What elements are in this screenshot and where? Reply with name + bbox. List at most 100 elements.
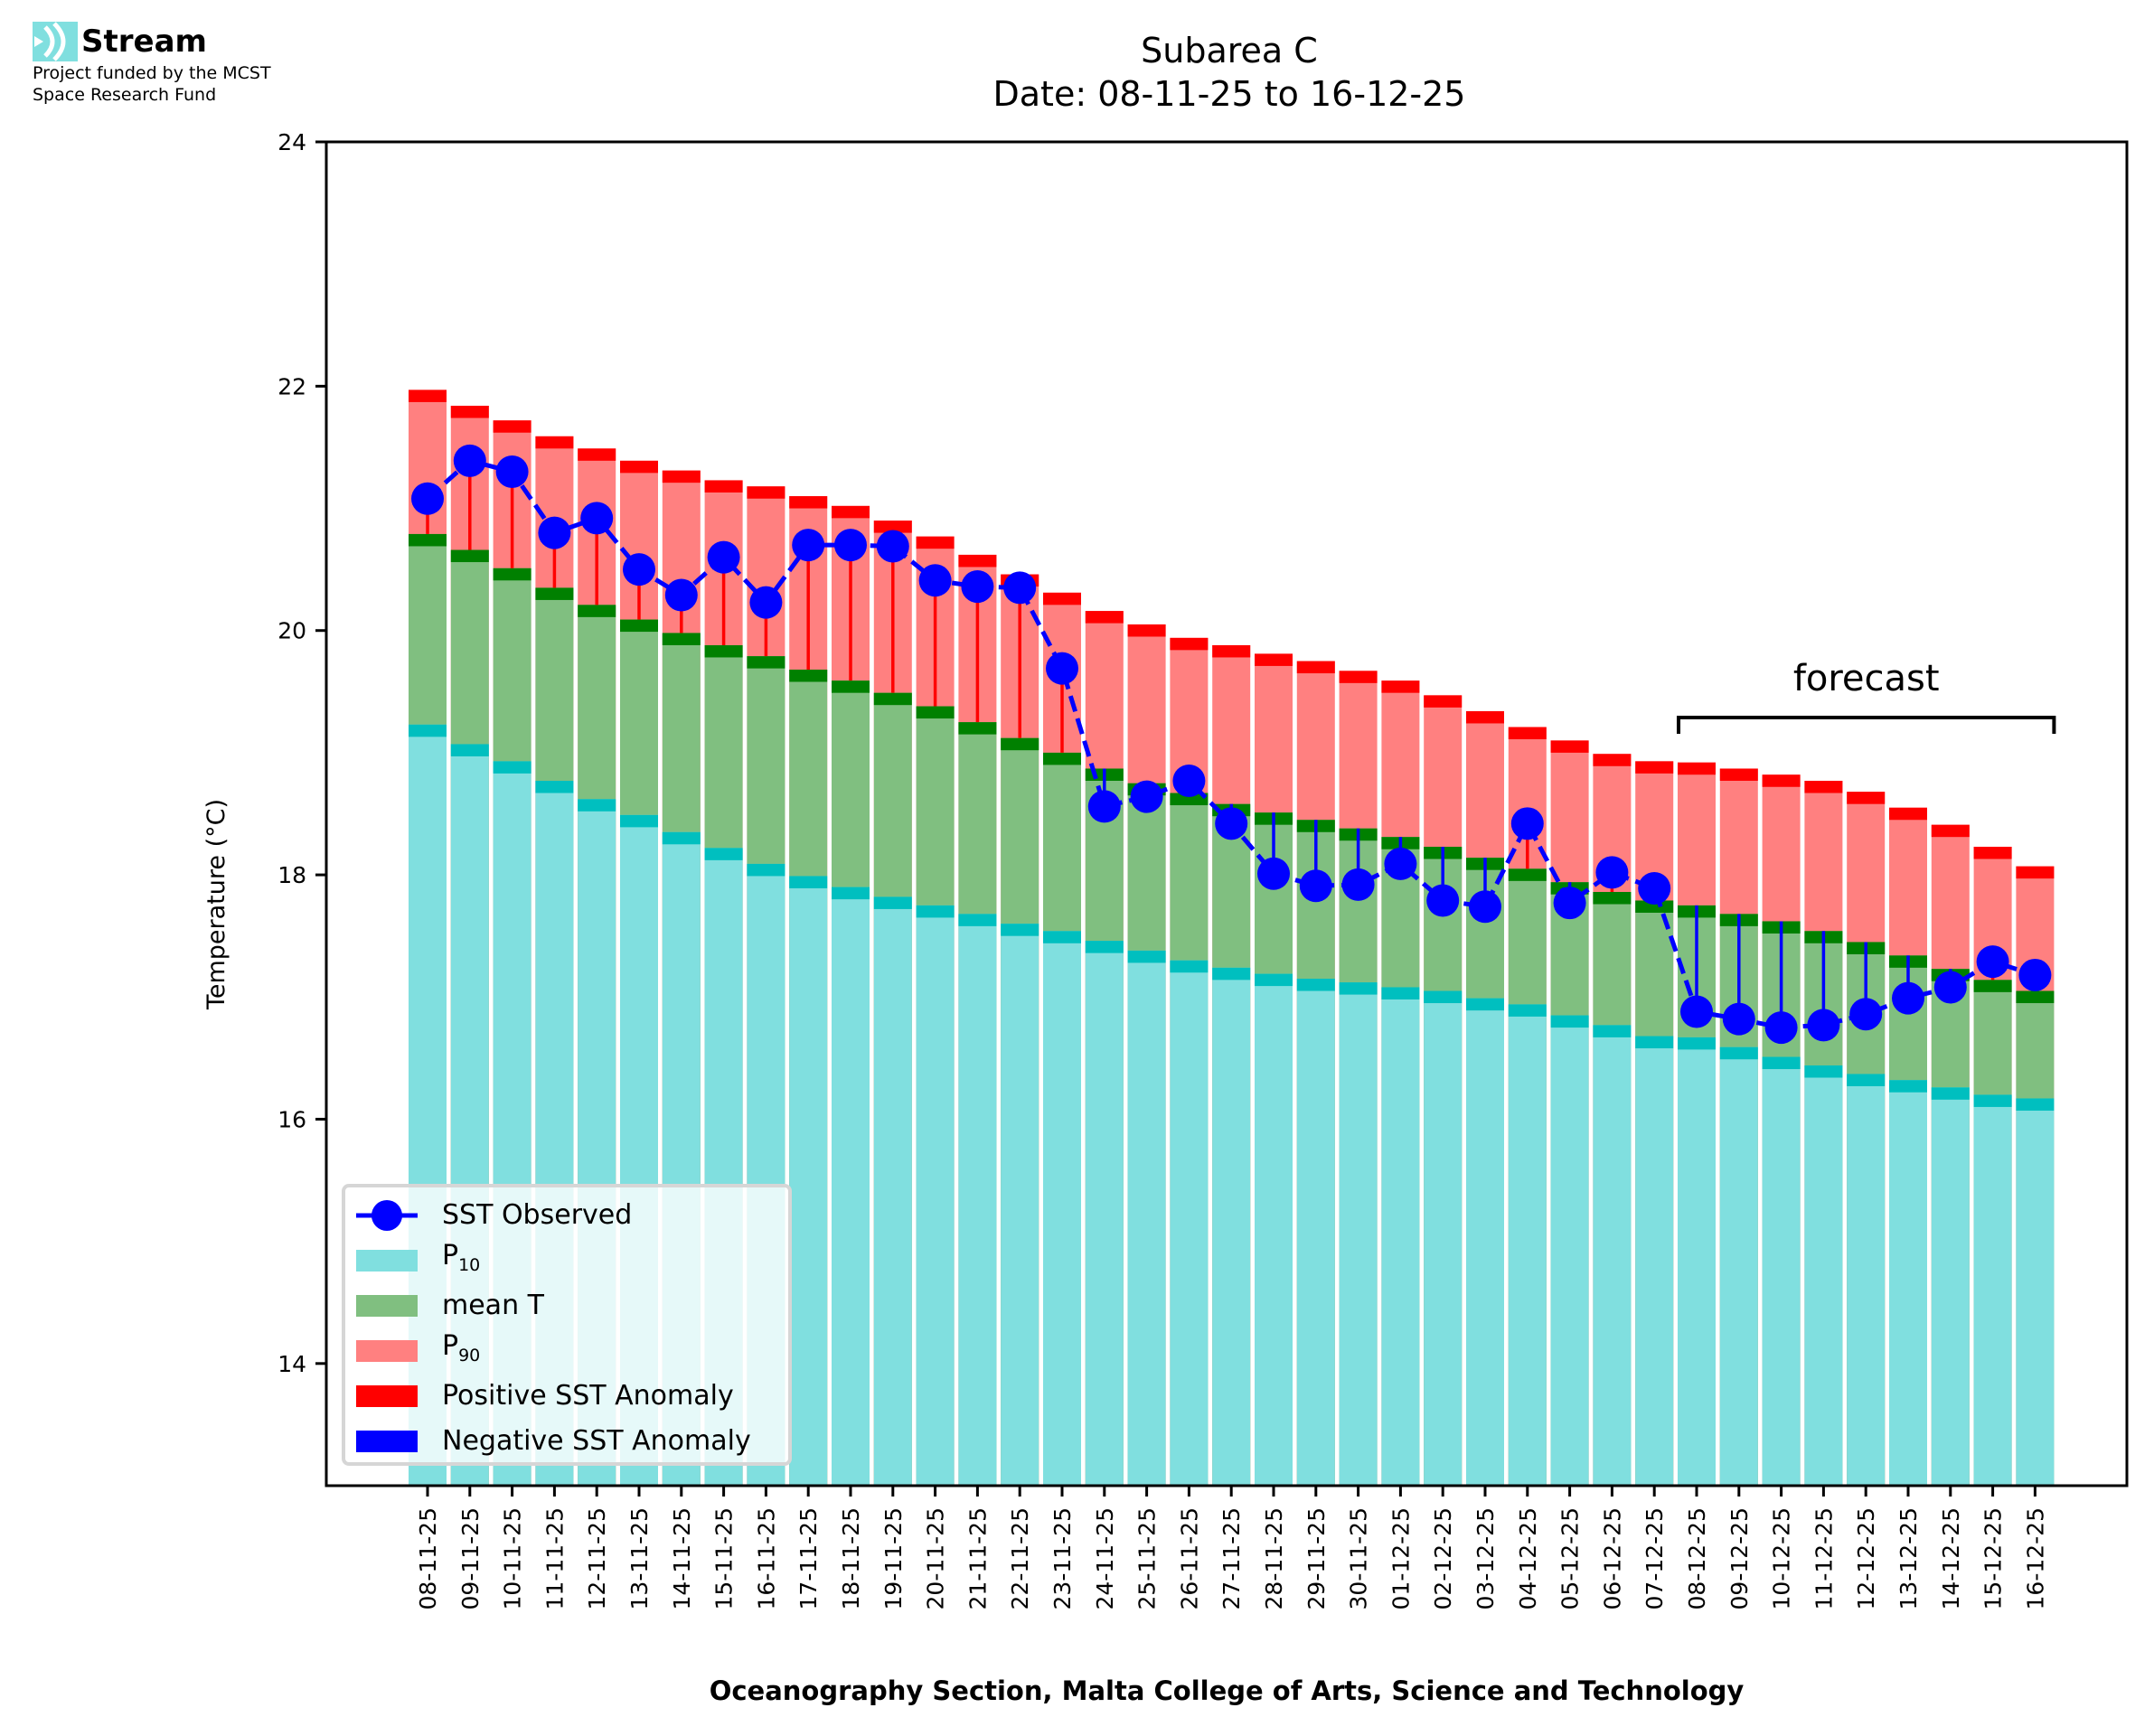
x-tick-label: 22-11-25 — [1007, 1507, 1033, 1609]
bar-cap-p90 — [1212, 644, 1251, 658]
bar-cap-p10 — [1508, 1004, 1547, 1017]
sst-point — [792, 529, 825, 562]
bar-cap-p10 — [1339, 982, 1378, 995]
y-tick-label: 22 — [277, 373, 306, 399]
sst-point — [1172, 765, 1206, 798]
bar-cap-p90 — [958, 554, 997, 568]
sst-point — [1722, 1002, 1755, 1036]
legend-label: Positive SST Anomaly — [442, 1380, 734, 1412]
bar-cap-p90 — [704, 480, 743, 493]
bar-cap-p10 — [1085, 941, 1124, 953]
forecast-bracket — [1677, 716, 2056, 734]
sst-point — [707, 540, 740, 574]
x-tick-label: 19-11-25 — [880, 1507, 907, 1609]
bar-p10 — [958, 914, 997, 1486]
bar-p10 — [873, 896, 912, 1486]
sst-point — [1046, 652, 1078, 685]
sst-point — [918, 564, 952, 597]
logo-subtitle-line2: Space Research Fund — [33, 85, 217, 105]
x-tick-label: 24-11-25 — [1092, 1507, 1118, 1609]
bar-p10 — [1296, 978, 1335, 1486]
x-tick-label: 01-12-25 — [1387, 1507, 1414, 1609]
bar-p10 — [789, 876, 828, 1486]
bar-cap-p90 — [409, 389, 447, 402]
x-tick-label: 21-11-25 — [964, 1507, 991, 1609]
sst-point — [1215, 807, 1248, 840]
logo-subtitle-line1: Project funded by the MCST — [33, 63, 271, 83]
bar-p10 — [1043, 931, 1081, 1486]
bar-cap-mean — [1635, 900, 1674, 913]
legend-swatch-mean — [356, 1295, 418, 1317]
x-tick-label: 28-11-25 — [1261, 1507, 1287, 1609]
bar-cap-p10 — [1593, 1025, 1632, 1037]
bar-cap-p90 — [1466, 710, 1504, 724]
bar-cap-mean — [704, 644, 743, 658]
bar-cap-p10 — [1678, 1037, 1716, 1050]
bar-p10 — [1550, 1015, 1589, 1486]
bar-cap-p90 — [1296, 661, 1335, 674]
bar-cap-p90 — [873, 521, 912, 533]
sst-point — [1257, 857, 1290, 890]
logo: Stream Project funded by the MCST Space … — [33, 22, 271, 105]
bar-cap-mean — [620, 619, 658, 633]
sst-point — [1553, 887, 1586, 920]
sst-point — [961, 570, 994, 604]
bar-p10 — [1593, 1025, 1632, 1486]
bar-cap-mean — [1043, 752, 1081, 765]
x-tick-label: 14-12-25 — [1938, 1507, 1964, 1609]
bars-layer — [409, 389, 2055, 1487]
legend-item-neg: Negative SST Anomaly — [345, 1419, 788, 1464]
bar-cap-p10 — [704, 848, 743, 860]
x-tick-label: 14-11-25 — [669, 1507, 695, 1609]
x-tick-label: 10-12-25 — [1769, 1507, 1795, 1609]
bar-cap-p90 — [789, 496, 828, 509]
sst-point — [1384, 847, 1417, 880]
x-tick-label: 09-11-25 — [457, 1507, 484, 1609]
bar-cap-p90 — [1170, 637, 1209, 651]
bar-p10 — [1381, 987, 1420, 1486]
bar-cap-p10 — [1255, 973, 1293, 987]
bar-cap-p10 — [832, 887, 870, 900]
bar-cap-mean — [1508, 868, 1547, 881]
bar-cap-p10 — [958, 914, 997, 926]
bar-cap-p10 — [1127, 950, 1166, 963]
bar-cap-p90 — [1931, 824, 1970, 838]
bar-p10 — [1339, 982, 1378, 1486]
sst-point — [495, 455, 529, 488]
bar-cap-p90 — [578, 448, 616, 461]
bar-p10 — [1847, 1074, 1886, 1486]
sst-point — [580, 502, 614, 535]
x-tick-label: 15-11-25 — [711, 1507, 738, 1609]
legend-item-sst: SST Observed — [345, 1193, 788, 1238]
bar-cap-p90 — [832, 505, 870, 519]
bar-cap-p10 — [409, 724, 447, 737]
sst-point — [2018, 958, 2052, 991]
bar-cap-p90 — [1508, 727, 1547, 740]
sst-point — [1764, 1011, 1798, 1045]
forecast-label: forecast — [1793, 658, 1940, 699]
bar-p10 — [1678, 1037, 1716, 1486]
bar-cap-p90 — [1804, 781, 1843, 793]
legend-label: SST Observed — [442, 1199, 633, 1231]
bar-cap-mean — [2016, 990, 2055, 1004]
chart-title: Subarea C — [1141, 31, 1318, 70]
bar-cap-p10 — [873, 896, 912, 909]
legend-swatch-pos — [356, 1385, 418, 1407]
sst-point — [1469, 890, 1501, 924]
stream-waves-icon — [33, 22, 78, 61]
x-tick-label: 23-11-25 — [1049, 1507, 1076, 1609]
bar-cap-p10 — [1973, 1094, 2012, 1107]
sst-point — [749, 586, 783, 619]
x-tick-label: 08-12-25 — [1684, 1507, 1710, 1609]
legend-label: Negative SST Anomaly — [442, 1425, 751, 1457]
bar-cap-p10 — [1931, 1087, 1970, 1100]
bar-cap-mean — [832, 680, 870, 693]
legend-item-p10: P10 — [345, 1238, 788, 1283]
sst-point — [1892, 981, 1924, 1015]
y-tick-label: 18 — [277, 862, 306, 888]
bar-p10 — [1508, 1004, 1547, 1486]
bar-cap-p90 — [916, 536, 955, 549]
sst-point — [1003, 571, 1037, 605]
bar-cap-p90 — [450, 405, 489, 418]
x-tick-label: 29-11-25 — [1303, 1507, 1330, 1609]
